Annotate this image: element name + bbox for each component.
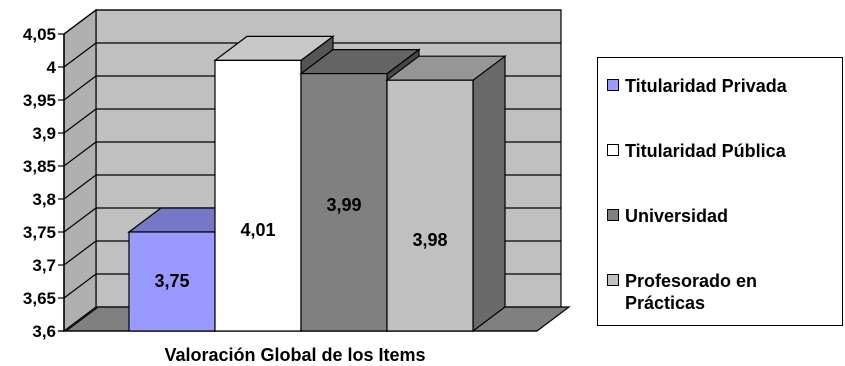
- y-tick-label: 3,85: [23, 157, 56, 176]
- gridline: [63, 9, 561, 35]
- bar-value-label: 3,99: [326, 195, 361, 215]
- y-tick-label: 3,65: [23, 289, 56, 308]
- bar-value-label: 3,75: [154, 271, 189, 291]
- legend-label: Universidad: [625, 206, 729, 226]
- bar-value-label: 3,98: [412, 230, 447, 250]
- y-tick-label: 3,7: [32, 256, 56, 275]
- legend-label: Titularidad Privada: [625, 76, 787, 96]
- y-tick-label: 4: [47, 58, 57, 77]
- bar-side: [472, 55, 506, 333]
- y-tick-label: 3,95: [23, 91, 56, 110]
- side-wall: [63, 8, 97, 333]
- legend-item: Profesorado en Prácticas: [607, 270, 840, 314]
- y-tick-label: 3,8: [32, 190, 56, 209]
- legend-item: Titularidad Pública: [607, 140, 840, 162]
- gridline: [63, 42, 561, 68]
- legend-swatch: [607, 144, 619, 156]
- bar-front: [128, 231, 216, 332]
- legend-swatch: [607, 274, 619, 286]
- y-tick-label: 3,9: [32, 124, 56, 143]
- legend-label: Profesorado en Prácticas: [625, 271, 758, 313]
- x-axis-label: Valoración Global de los Items: [164, 345, 425, 365]
- y-tick-label: 4,05: [23, 25, 56, 44]
- legend-swatch: [607, 79, 619, 91]
- bars: 3,75 4,01 3,99 3,98: [127, 35, 507, 333]
- y-tick-label: 3,75: [23, 223, 56, 242]
- legend-label: Titularidad Pública: [625, 141, 786, 161]
- bar-front: [300, 72, 388, 332]
- legend-item: Universidad: [607, 205, 840, 227]
- bar-profesorado-en-pr-cticas: 3,98: [385, 55, 507, 333]
- legend-swatch: [607, 209, 619, 221]
- y-tick-label: 3,6: [32, 322, 56, 341]
- bar-front: [386, 79, 474, 332]
- legend: Titularidad Privada Titularidad Pública Un…: [597, 57, 843, 326]
- legend-item: Titularidad Privada: [607, 75, 840, 97]
- bar-front: [214, 59, 302, 332]
- bar-value-label: 4,01: [240, 220, 275, 240]
